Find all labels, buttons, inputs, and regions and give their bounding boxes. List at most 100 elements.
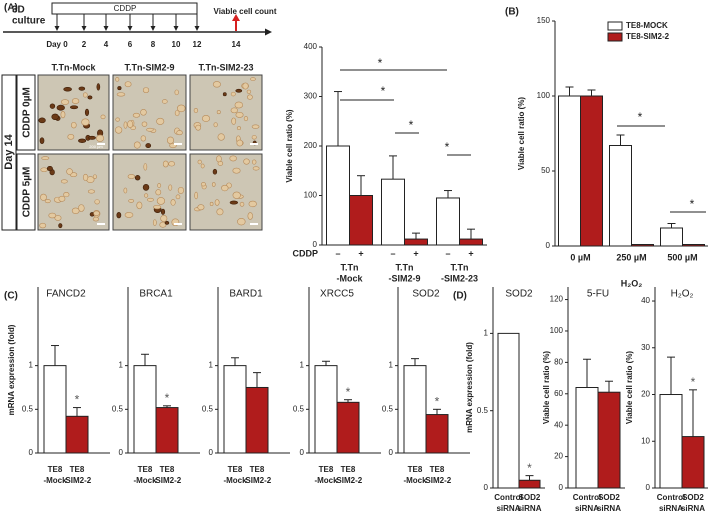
cell-spheroid [159,221,167,228]
cell-spheroid [140,135,146,142]
cell-spheroid [252,166,260,171]
x-tick-label: -SIM2-2 [243,476,272,485]
cell-spheroid [236,126,242,131]
cell-spheroid [237,218,246,226]
cell-spheroid [212,81,221,88]
cell-spheroid [82,173,89,181]
y-tick-label: 0.5 [202,404,214,413]
y-tick-label: 50 [541,166,550,175]
y-tick-label: 1 [119,361,124,370]
cell-spheroid [231,117,237,125]
x-tick-label: Control [494,493,522,502]
endpoint-label: Viable cell count [214,7,277,16]
dose-arrowhead [173,26,179,31]
cell-spheroid [124,81,132,88]
x-tick-label: siRNA [659,504,683,513]
series-sign: + [468,248,473,258]
micrograph-bg [112,74,187,151]
cell-spheroid [127,174,136,179]
cell-spheroid [115,117,120,122]
significance-star: * [638,110,643,124]
row-box [16,153,36,231]
cell-spheroid [142,87,150,94]
cddp-box [51,2,198,15]
chart-title: XRCC5 [320,289,354,300]
cell-spheroid [251,124,260,129]
x-tick-label: -SIM2-9 [388,273,420,283]
count-arrowhead [232,14,240,21]
cell-spheroid [232,191,241,199]
cell-spheroid [71,98,80,104]
cell-spheroid [87,189,95,194]
day-label: 2 [82,40,87,49]
series-sign: – [445,248,450,258]
cell-spheroid [58,195,66,202]
bar [155,407,179,454]
x-tick-label: siRNA [517,504,541,513]
x-tick-label: siRNA [496,504,520,513]
bar [436,197,460,246]
y-tick-label: 80 [554,357,563,366]
cell-spheroid [63,192,70,198]
x-tick-label: TE8 [228,465,243,474]
chart-title: SOD2 [505,289,533,300]
cell-spheroid [216,110,221,115]
cell-spheroid [230,91,236,97]
cell-spheroid [200,163,205,169]
cell-spheroid [100,114,106,120]
cell-spheroid [44,199,51,204]
y-tick-label: 200 [304,141,318,150]
y-tick-label: 100 [537,91,551,100]
cell-spheroid [175,194,181,200]
y-tick-label: 60 [554,389,563,398]
x-tick-label: 250 µM [616,252,646,262]
cell-spheroid [201,115,211,122]
y-tick-label: 0 [389,448,394,457]
x-tick-label: -Mock [336,273,363,283]
y-tick-label: 0 [313,240,318,249]
bar [681,436,705,489]
chart-title: SOD2 [412,289,440,300]
cell-spheroid [60,111,66,119]
micrograph [189,74,263,151]
panel-label: (D) [453,291,467,302]
bar [223,365,247,454]
x-tick-label: -SIM2-23 [441,273,478,283]
cell-spheroid [51,113,59,121]
cell-spheroid [144,193,149,198]
micrograph [189,153,263,231]
cell-spheroid [87,95,93,100]
cell-spheroid [92,174,98,179]
cell-spheroid [124,212,134,218]
bar [682,244,705,247]
significance-star: * [445,140,450,154]
y-tick-label: 0 [646,483,651,492]
x-tick-label: 500 µM [667,252,697,262]
day-label: 8 [151,40,156,49]
cell-spheroid [78,138,87,143]
cell-spheroid [115,126,123,134]
y-tick-label: 120 [550,295,564,304]
x-tick-label: -Mock [43,476,67,485]
cell-spheroid [141,121,148,127]
x-tick-label: siRNA [575,504,599,513]
micrograph-bg [189,74,263,151]
y-tick-label: 1 [484,328,489,337]
x-tick-label: TE8 [408,465,423,474]
chart-title: BARD1 [229,289,263,300]
y-tick-label: 300 [304,92,318,101]
chart-title: 5-FU [587,289,609,300]
cell-spheroid [195,124,202,131]
y-tick-label: 1 [209,361,214,370]
cell-spheroid [115,77,120,82]
y-tick-label: 0 [300,448,305,457]
chart-title: H₂O₂ [671,289,694,300]
cell-spheroid [94,199,100,205]
bar [425,414,449,454]
y-axis-label: Viable cell ratio (%) [285,109,294,183]
y-tick-label: 20 [554,452,563,461]
bar [43,365,67,454]
cell-spheroid [49,103,56,109]
cell-spheroid [58,223,63,229]
